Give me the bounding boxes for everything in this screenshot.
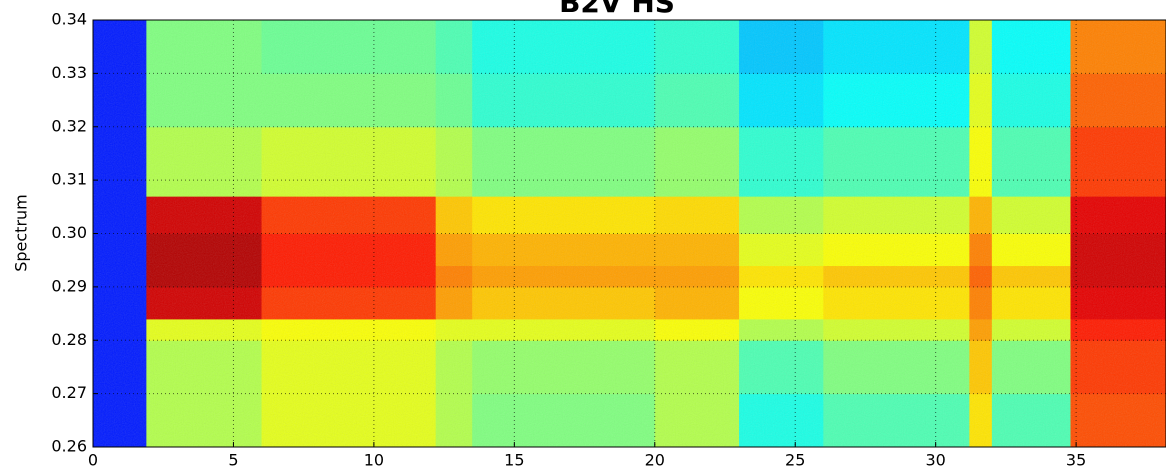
x-tick-label: 35 bbox=[1066, 451, 1086, 469]
y-tick-label: 0.31 bbox=[51, 170, 87, 189]
x-tick-label: 30 bbox=[925, 451, 945, 469]
y-tick-label: 0.32 bbox=[51, 116, 87, 135]
y-tick-label: 0.27 bbox=[51, 383, 87, 402]
y-axis-label: Spectrum bbox=[12, 194, 31, 272]
x-tick-label: 20 bbox=[645, 451, 665, 469]
y-tick-label: 0.28 bbox=[51, 330, 87, 349]
y-tick-label: 0.26 bbox=[51, 437, 87, 456]
x-tick-label: 10 bbox=[364, 451, 384, 469]
x-tick-label: 0 bbox=[88, 451, 98, 469]
x-tick-label: 5 bbox=[228, 451, 238, 469]
chart-title: B2V HS bbox=[559, 0, 675, 19]
y-tick-label: 0.29 bbox=[51, 276, 87, 295]
x-tick-label: 15 bbox=[504, 451, 524, 469]
y-tick-label: 0.33 bbox=[51, 63, 87, 82]
y-tick-label: 0.30 bbox=[51, 223, 87, 242]
x-tick-label: 25 bbox=[785, 451, 805, 469]
y-tick-label: 0.34 bbox=[51, 10, 87, 29]
